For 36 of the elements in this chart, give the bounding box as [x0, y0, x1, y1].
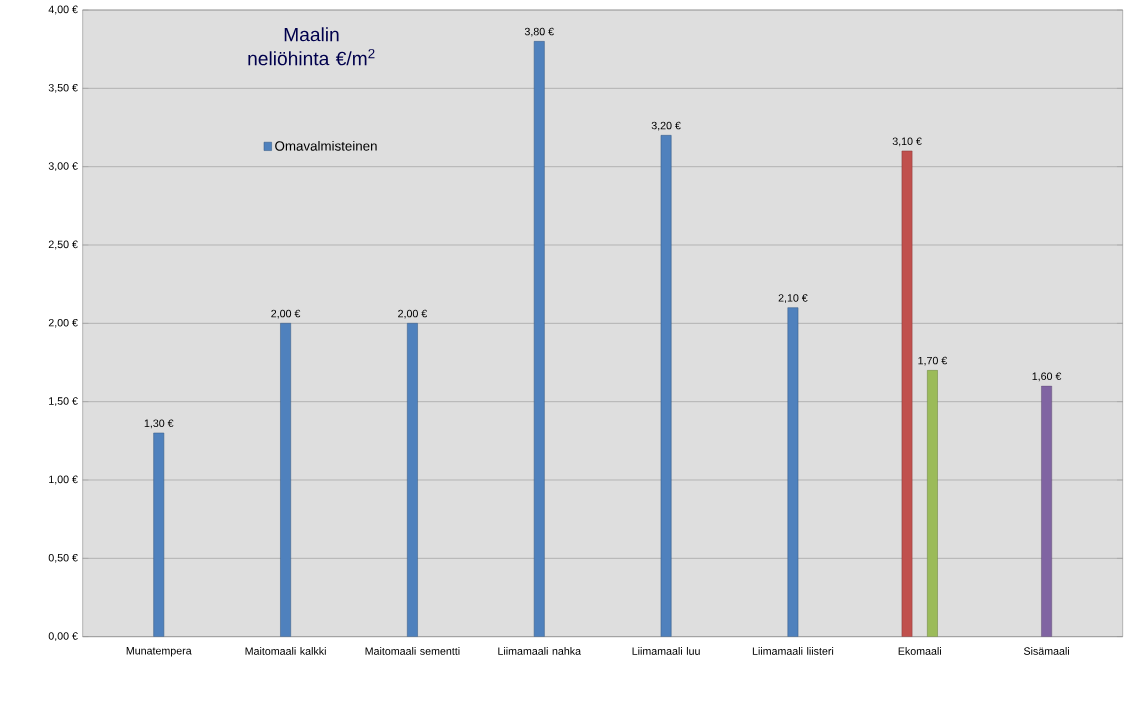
x-tick-label: Maitomaali sementti	[365, 647, 460, 655]
bar	[660, 135, 672, 637]
data-label: 1,70 €	[918, 356, 948, 366]
bar	[533, 41, 545, 637]
data-label: 1,60 €	[1032, 372, 1062, 382]
x-tick-label: Ekomaali	[898, 647, 941, 655]
x-tick-label: Liimamaali luu	[632, 647, 700, 655]
y-tick-label: 4,00 €	[48, 5, 78, 15]
y-tick-label: 1,50 €	[49, 397, 78, 407]
x-tick-label: Sisämaali	[1023, 647, 1069, 655]
data-label: 2,00 €	[398, 309, 428, 319]
legend-label: Omavalmisteinen	[275, 140, 377, 151]
y-tick-label: 2,00 €	[48, 318, 78, 328]
data-label: 3,10 €	[892, 137, 922, 147]
y-tick-label: 3,00 €	[48, 162, 78, 172]
text: Maalin neliöhinta €/m$^{2}$	[248, 27, 375, 66]
bar	[787, 307, 799, 637]
bar	[280, 323, 291, 637]
y-tick-label: 0,00 €	[48, 632, 78, 642]
x-tick-label: Munatempera	[126, 647, 192, 657]
data-label: 1,30 €	[144, 419, 174, 429]
x-tick-label: Liimamaali liisteri	[752, 647, 834, 655]
bar	[153, 432, 165, 637]
y-tick-label: 3,50 €	[48, 83, 78, 93]
x-tick-label: Liimamaali nahka	[498, 647, 582, 655]
data-label: 3,20 €	[651, 121, 681, 131]
y-tick-label: 2,50 €	[48, 240, 78, 250]
data-label: 2,10 €	[778, 294, 808, 303]
y-tick-label: 0,50 €	[48, 553, 78, 563]
y-tick-label: 1,00 €	[49, 475, 78, 485]
x-tick-label: Maitomaali kalkki	[245, 647, 326, 655]
data-label: 2,00 €	[271, 309, 301, 319]
bar	[927, 370, 938, 637]
bar	[901, 150, 913, 637]
bar	[407, 323, 418, 637]
data-label: 3,80 €	[524, 27, 554, 37]
